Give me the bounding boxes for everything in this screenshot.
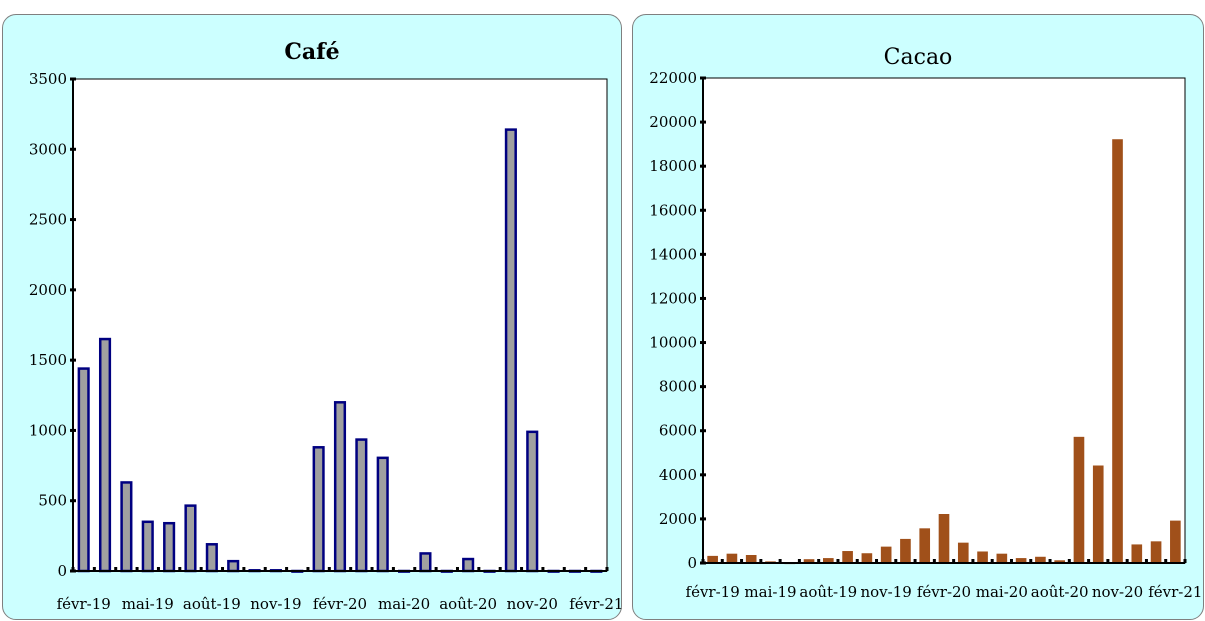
coffee-y-tick-label: 2500 (29, 211, 67, 229)
cocoa-x-tick-label: nov-19 (860, 583, 911, 601)
coffee-bar (462, 557, 475, 573)
cocoa-x-tick-label: févr-21 (1148, 583, 1202, 601)
coffee-x-tick-label: févr-19 (57, 595, 111, 613)
cocoa-y-tick-label: 0 (687, 554, 697, 572)
coffee-x-tick-label: mai-19 (122, 595, 174, 613)
cocoa-y-tick-label: 22000 (649, 69, 697, 87)
coffee-bar (98, 337, 112, 573)
cocoa-y-tick-label: 6000 (659, 422, 697, 440)
coffee-bar (526, 430, 539, 573)
cocoa-bar (900, 538, 911, 564)
cocoa-bar (1092, 465, 1104, 564)
cocoa-bar (726, 553, 738, 564)
cocoa-bar (938, 514, 950, 564)
coffee-chart-panel: Café 0 500 1000 1500 2000 2500 3000 3500 févr-19… (2, 14, 624, 620)
cocoa-x-tick-label: févr-20 (917, 583, 971, 601)
cocoa-bar (880, 546, 892, 564)
cocoa-chart: 0 2000 4000 6000 8000 10000 12000 14000 16000 180… (649, 69, 1202, 601)
coffee-x-tick-label: févr-20 (313, 595, 367, 613)
cocoa-bar (996, 553, 1008, 564)
cocoa-y-tick-label: 4000 (659, 466, 697, 484)
cocoa-y-tick-label: 12000 (649, 289, 697, 307)
coffee-bar (163, 521, 176, 573)
cocoa-bar (1150, 541, 1162, 564)
cocoa-bar (861, 553, 873, 564)
coffee-chart: 0 500 1000 1500 2000 2500 3000 3500 févr-19 mai-1… (29, 70, 624, 613)
cocoa-y-tick-label: 10000 (649, 334, 697, 352)
cocoa-x-tick-label: nov-20 (1092, 583, 1143, 601)
cocoa-bar (745, 555, 757, 564)
cocoa-bar (957, 542, 969, 564)
coffee-x-tick-label: nov-20 (507, 595, 558, 613)
coffee-x-tick-label: févr-21 (569, 595, 623, 613)
coffee-y-tick-label: 0 (57, 562, 67, 580)
cocoa-y-tick-label: 20000 (649, 113, 697, 131)
coffee-y-tick-label: 500 (38, 492, 67, 510)
cocoa-bar (842, 551, 853, 564)
coffee-x-tick-label: août-19 (183, 595, 241, 613)
coffee-y-tick-label: 1000 (29, 421, 67, 439)
coffee-bar (205, 543, 218, 573)
coffee-x-tick-label: nov-19 (250, 595, 301, 613)
coffee-y-tick-label: 3500 (29, 70, 67, 88)
cocoa-bar (919, 528, 931, 564)
coffee-bar (184, 504, 197, 573)
coffee-bar (376, 456, 389, 573)
cocoa-x-tick-label: mai-19 (744, 583, 796, 601)
cocoa-y-tick-label: 16000 (649, 201, 697, 219)
coffee-y-tick-label: 3000 (29, 140, 67, 158)
cocoa-bar (1131, 544, 1143, 564)
coffee-bar (141, 520, 154, 573)
coffee-x-tick-label: août-20 (439, 595, 497, 613)
coffee-bar (227, 559, 240, 573)
cocoa-chart-panel: Cacao 0 2000 4000 6000 8000 10000 12000 14000 16… (632, 14, 1204, 620)
coffee-bar (504, 128, 517, 573)
cocoa-x-tick-label: août-20 (1031, 583, 1089, 601)
coffee-bar (419, 552, 432, 573)
coffee-x-tick-label: mai-20 (378, 595, 430, 613)
cocoa-y-tick-label: 14000 (649, 245, 697, 263)
cocoa-bar (1073, 436, 1085, 564)
cocoa-x-tick-label: févr-19 (686, 583, 740, 601)
coffee-bar (77, 367, 90, 573)
cocoa-x-tick-label: mai-20 (976, 583, 1028, 601)
coffee-bar (333, 401, 347, 573)
cocoa-bar (1170, 520, 1181, 564)
cocoa-y-tick-label: 18000 (649, 157, 697, 175)
cocoa-x-tick-label: août-19 (799, 583, 857, 601)
cocoa-bar (977, 551, 988, 564)
coffee-y-tick-label: 1500 (29, 351, 67, 369)
coffee-chart-title: Café (284, 39, 340, 65)
coffee-y-tick-label: 2000 (29, 281, 67, 299)
cocoa-y-tick-label: 2000 (659, 510, 697, 528)
coffee-bar (355, 438, 368, 573)
cocoa-plot-area (702, 77, 1186, 564)
coffee-bar (120, 481, 133, 573)
cocoa-y-tick-label: 8000 (659, 378, 697, 396)
cocoa-bar (1112, 139, 1123, 564)
coffee-bar (312, 446, 325, 573)
cocoa-chart-title: Cacao (883, 45, 953, 70)
